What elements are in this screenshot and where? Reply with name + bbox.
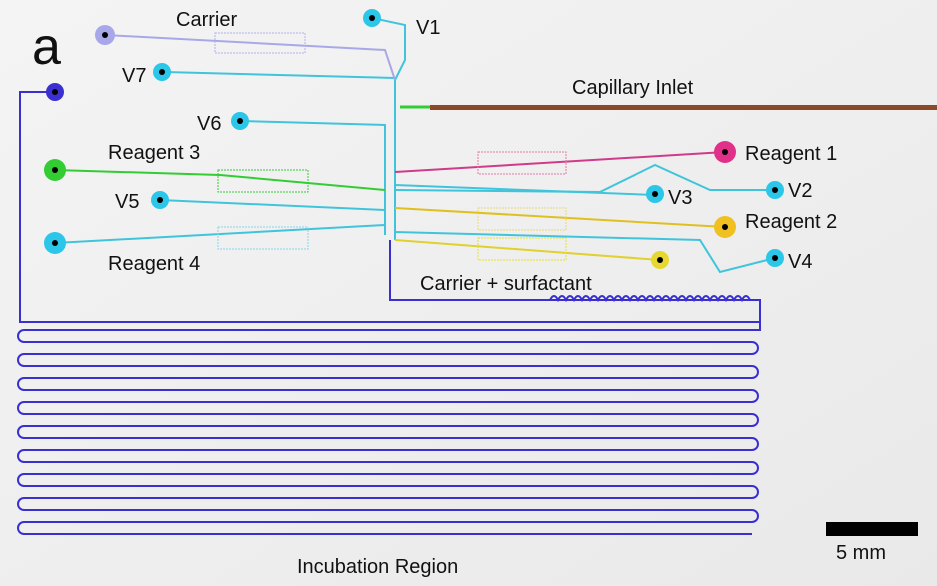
port-hole	[652, 191, 658, 197]
label: V2	[788, 180, 812, 202]
port-hole	[722, 149, 728, 155]
label: Reagent 1	[745, 143, 837, 165]
label: V5	[115, 191, 139, 213]
port-hole	[237, 118, 243, 124]
label: Incubation Region	[297, 556, 458, 578]
label: V1	[416, 17, 440, 39]
label: Capillary Inlet	[572, 77, 694, 99]
label: Carrier + surfactant	[420, 273, 592, 295]
scale-bar-label: 5 mm	[836, 542, 886, 564]
capillary	[430, 105, 937, 110]
panel-label: a	[32, 18, 61, 76]
label: Reagent 2	[745, 211, 837, 233]
port-hole	[52, 240, 58, 246]
port-hole	[102, 32, 108, 38]
port-hole	[159, 69, 165, 75]
port-hole	[772, 187, 778, 193]
label: V3	[668, 187, 692, 209]
chip-diagram: a Carrier V1 V7 Capillary Inlet V6 Reage…	[0, 0, 937, 586]
port-hole	[722, 224, 728, 230]
port-hole	[157, 197, 163, 203]
label: Reagent 3	[108, 142, 200, 164]
label: Carrier	[176, 9, 237, 31]
port-hole	[657, 257, 663, 263]
port-hole	[52, 167, 58, 173]
port-hole	[369, 15, 375, 21]
scale-bar	[826, 522, 918, 536]
label: Reagent 4	[108, 253, 200, 275]
label: V7	[122, 65, 146, 87]
label: V4	[788, 251, 812, 273]
label: V6	[197, 113, 221, 135]
port-hole	[52, 89, 58, 95]
port-hole	[772, 255, 778, 261]
